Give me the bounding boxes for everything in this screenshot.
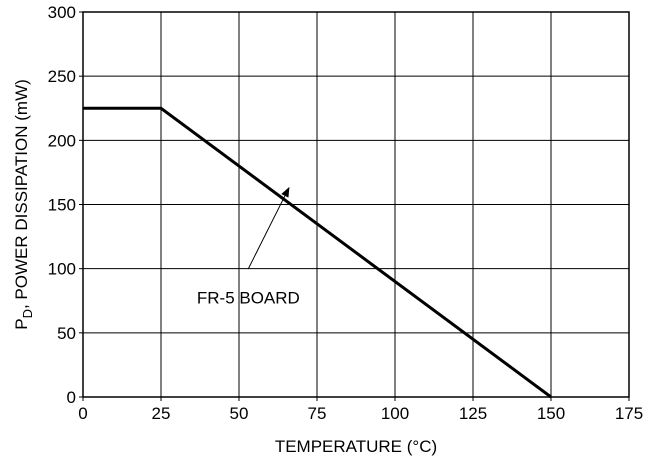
annotation-arrow-0 [247, 186, 290, 269]
y-axis-label-subscript: D [20, 309, 35, 318]
y-tick-label-3: 150 [48, 196, 76, 215]
x-tick-label-0: 0 [78, 404, 87, 423]
x-tick-labels: 0 25 50 75 100 125 150 175 [78, 404, 643, 423]
plot-frame [79, 11, 630, 401]
series-line-0 [83, 106, 552, 399]
y-tick-label-5: 250 [48, 67, 76, 86]
annotation-label-0: FR-5 BOARD [197, 289, 300, 308]
x-tick-label-1: 25 [152, 404, 171, 423]
x-tick-label-2: 50 [230, 404, 249, 423]
y-axis-label-rest: , POWER DISSIPATION (mW) [12, 79, 31, 309]
y-axis-label: PD, POWER DISSIPATION (mW) [12, 79, 35, 330]
y-tick-label-4: 200 [48, 131, 76, 150]
y-tick-label-1: 50 [57, 324, 76, 343]
y-tick-labels: 0 50 100 150 200 250 300 [48, 3, 76, 407]
x-tick-label-7: 175 [615, 404, 643, 423]
x-tick-label-5: 125 [459, 404, 487, 423]
annotation-group: FR-5 BOARD [197, 186, 300, 308]
y-tick-label-0: 0 [67, 388, 76, 407]
series-group [83, 106, 552, 399]
y-axis-label-main: P [12, 318, 31, 329]
x-axis-label: TEMPERATURE (°C) [275, 437, 437, 456]
x-tick-label-6: 150 [537, 404, 565, 423]
x-tick-label-3: 75 [308, 404, 327, 423]
grid-lines [83, 12, 629, 397]
x-tick-label-4: 100 [381, 404, 409, 423]
y-tick-label-6: 300 [48, 3, 76, 22]
y-tick-label-2: 100 [48, 260, 76, 279]
